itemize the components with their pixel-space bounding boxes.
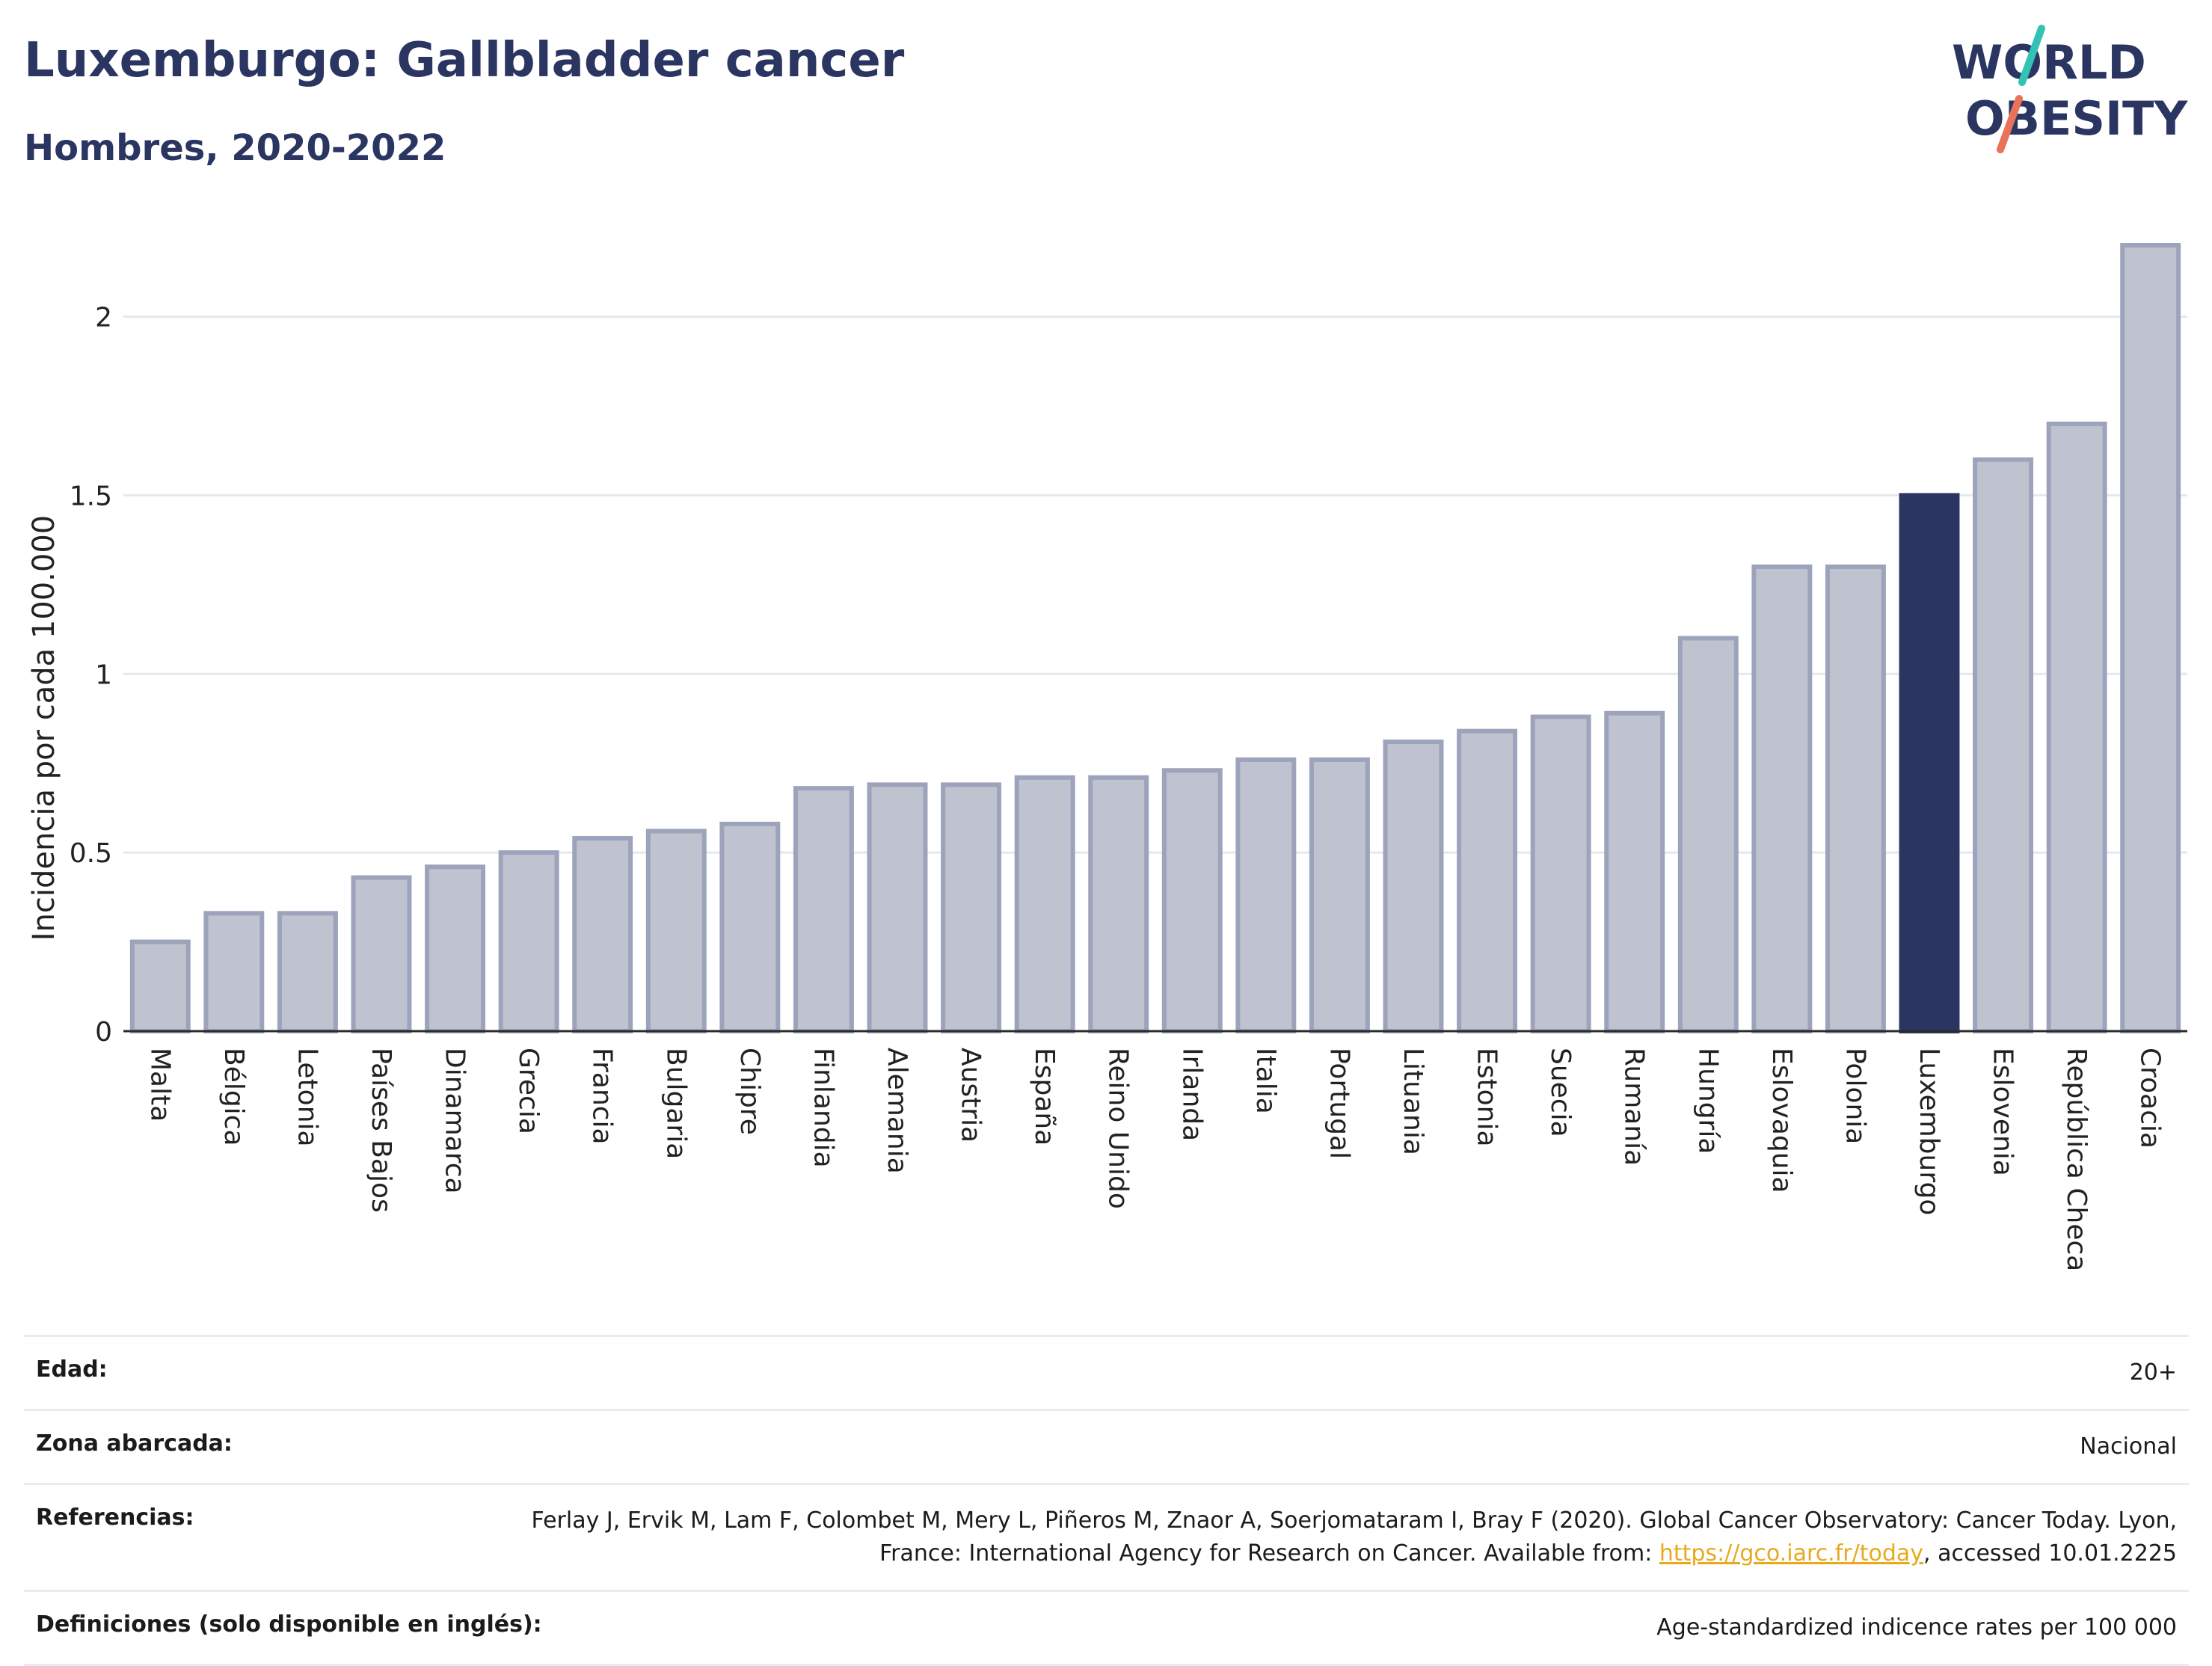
meta-row-references: Referencias: Ferlay J, Ervik M, Lam F, C… — [24, 1483, 2189, 1590]
x-tick-label: Hungría — [1692, 1048, 1723, 1154]
y-axis-label: Incidencia por cada 100.000 — [27, 515, 61, 941]
bar-lituania — [1383, 740, 1444, 1033]
bar-malta — [129, 939, 191, 1034]
bar-eslovenia — [1973, 457, 2034, 1033]
x-tick-label: Alemania — [882, 1048, 912, 1174]
meta-defs-value: Age-standardized indicence rates per 100… — [1656, 1614, 2177, 1641]
meta-refs-label: Referencias: — [36, 1504, 194, 1531]
meta-refs-value: Ferlay J, Ervik M, Lam F, Colombet M, Me… — [487, 1504, 2177, 1570]
bar-bulgaria — [645, 829, 707, 1034]
bar-portugal — [1309, 757, 1370, 1033]
bar-finlandia — [793, 786, 854, 1034]
bar-alemania — [867, 782, 928, 1033]
y-tick-label: 2 — [95, 303, 112, 333]
bar-república-checa — [2046, 421, 2107, 1033]
bar-suecia — [1530, 714, 1591, 1033]
metadata-table: Edad: 20+ Zona abarcada: Nacional Refere… — [24, 1335, 2189, 1666]
bar-reino-unido — [1088, 775, 1149, 1033]
x-tick-label: Croacia — [2135, 1048, 2166, 1149]
x-tick-label: Eslovaquia — [1766, 1048, 1797, 1193]
bar-rumanía — [1604, 710, 1665, 1034]
y-tick-label: 1.5 — [70, 481, 112, 511]
x-tick-label: Suecia — [1545, 1048, 1576, 1137]
y-tick-label: 0.5 — [70, 838, 112, 869]
bar-españa — [1014, 775, 1075, 1033]
bars — [129, 243, 2181, 1034]
x-tick-label: Austria — [956, 1048, 986, 1143]
bar-croacia — [2120, 243, 2181, 1033]
x-tick-label: Grecia — [513, 1048, 544, 1134]
x-tick-label: Chipre — [734, 1048, 765, 1135]
x-tick-label: Dinamarca — [440, 1048, 470, 1194]
logo-slash-lower — [1997, 95, 2023, 153]
logo-slash-upper — [2018, 25, 2045, 86]
x-tick-labels: Malta Bélgica Letonia Países Bajos Dinamarca… — [144, 1048, 2165, 1271]
meta-zone-value: Nacional — [2080, 1433, 2177, 1460]
meta-refs-text: Ferlay J, Ervik M, Lam F, Colombet M, Me… — [531, 1507, 2177, 1567]
bar-eslovaquia — [1751, 564, 1813, 1033]
meta-row-age: Edad: 20+ — [24, 1335, 2189, 1409]
x-tick-label: Países Bajos — [366, 1048, 396, 1213]
bar-chipre — [719, 821, 781, 1034]
bar-polonia — [1825, 564, 1886, 1033]
x-tick-label: Lituania — [1398, 1048, 1428, 1155]
world-obesity-logo: WORLD OBESITY — [1952, 25, 2188, 153]
x-tick-label: España — [1029, 1048, 1060, 1146]
x-tick-label: Rumanía — [1619, 1048, 1650, 1166]
x-tick-label: Letonia — [292, 1048, 322, 1147]
y-tick-labels: 0 0.5 1 1.5 2 — [70, 303, 112, 1048]
chart-title: Luxemburgo: Gallbladder cancer — [24, 33, 905, 88]
x-tick-label: República Checa — [2061, 1048, 2092, 1271]
x-tick-label: Eslovenia — [1988, 1048, 2018, 1176]
x-tick-label: Portugal — [1324, 1048, 1354, 1159]
x-tick-label: Bulgaria — [660, 1048, 691, 1159]
bar-estonia — [1457, 728, 1518, 1034]
x-tick-label: Estonia — [1472, 1048, 1502, 1147]
meta-age-value: 20+ — [2129, 1359, 2177, 1386]
meta-refs-accessed: , accessed 10.01.2225 — [1923, 1540, 2177, 1567]
bar-dinamarca — [425, 864, 486, 1034]
bar-luxemburgo — [1899, 493, 1960, 1033]
bar-austria — [941, 782, 1002, 1033]
x-tick-label: Bélgica — [218, 1048, 249, 1146]
bar-chart: 0 0.5 1 1.5 2 Malta Bélgica Letonia Países Bajo… — [27, 243, 2187, 1271]
x-tick-label: Polonia — [1840, 1048, 1870, 1144]
x-tick-label: Finlandia — [808, 1048, 838, 1168]
meta-defs-label: Definiciones (solo disponible en inglés)… — [36, 1611, 542, 1638]
y-tick-label: 0 — [95, 1017, 112, 1048]
bar-hungría — [1677, 636, 1739, 1033]
logo-text-world: WORLD — [1952, 35, 2146, 90]
bar-italia — [1235, 757, 1297, 1033]
y-tick-label: 1 — [95, 660, 112, 690]
x-tick-label: Irlanda — [1176, 1048, 1207, 1141]
x-tick-label: Italia — [1250, 1048, 1281, 1114]
bar-letonia — [277, 911, 338, 1033]
meta-row-zone: Zona abarcada: Nacional — [24, 1409, 2189, 1483]
x-tick-label: Luxemburgo — [1914, 1048, 1944, 1215]
bar-países-bajos — [351, 875, 412, 1033]
x-tick-label: Francia — [587, 1048, 618, 1145]
x-tick-label: Malta — [144, 1048, 175, 1122]
bar-bélgica — [203, 911, 265, 1033]
bar-grecia — [498, 850, 559, 1033]
meta-age-label: Edad: — [36, 1356, 108, 1383]
bar-irlanda — [1161, 768, 1223, 1033]
chart-subtitle: Hombres, 2020-2022 — [24, 127, 446, 169]
x-tick-label: Reino Unido — [1103, 1048, 1134, 1209]
bar-francia — [572, 836, 633, 1033]
meta-refs-link[interactable]: https://gco.iarc.fr/today — [1659, 1540, 1924, 1567]
meta-zone-label: Zona abarcada: — [36, 1430, 233, 1457]
